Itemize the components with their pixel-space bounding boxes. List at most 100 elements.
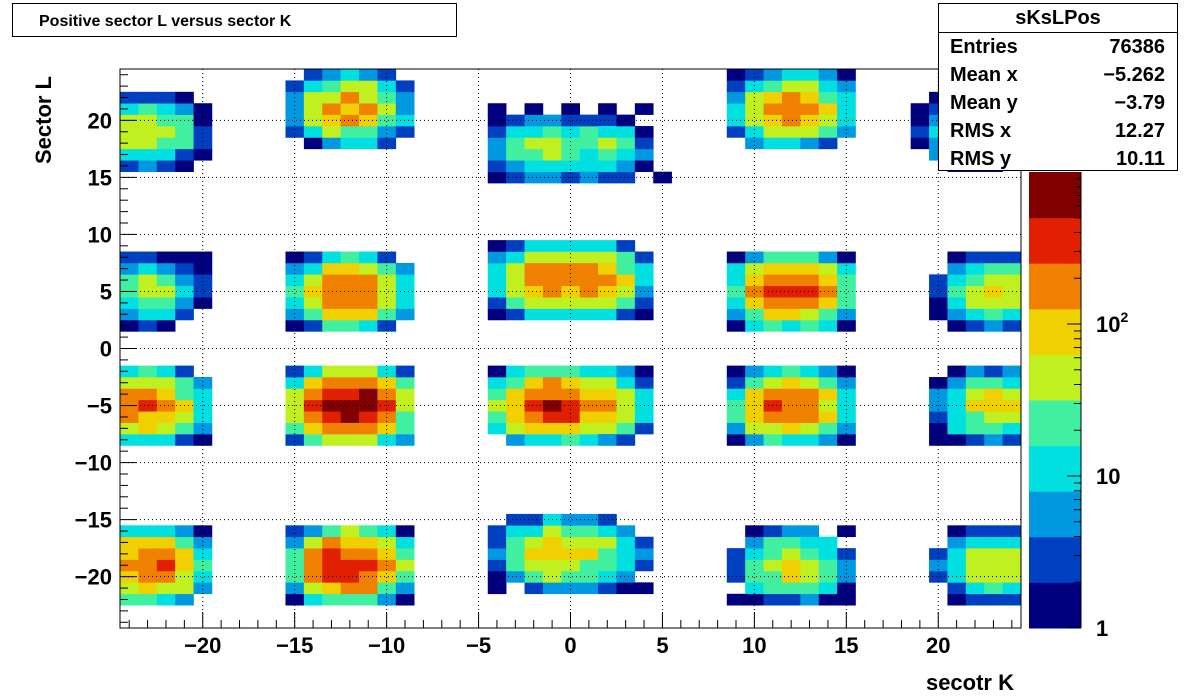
heatmap-cell (120, 274, 139, 287)
heatmap-cell (542, 240, 562, 252)
heatmap-cell (561, 582, 580, 595)
heatmap-cell (965, 388, 985, 401)
heatmap-cell (616, 114, 636, 127)
heatmap-cell (524, 240, 544, 252)
heatmap-cell (579, 308, 599, 321)
heatmap-cell (303, 399, 323, 412)
heatmap-cell (984, 319, 1003, 332)
heatmap-cell (800, 593, 820, 606)
y-axis-label: Sector L (31, 76, 56, 164)
heatmap-cell (579, 422, 599, 435)
heatmap-cell (377, 137, 397, 150)
heatmap-cell (506, 160, 525, 172)
palette-band (1029, 172, 1081, 219)
heatmap-cell (340, 559, 360, 572)
heatmap-cell (800, 262, 820, 275)
heatmap-cell (138, 388, 158, 401)
heatmap-cell (781, 593, 801, 606)
heatmap-cell (340, 593, 360, 606)
heatmap-cell (156, 434, 176, 446)
heatmap-cell (395, 274, 415, 287)
heatmap-cell (579, 114, 599, 127)
heatmap-cell (506, 114, 525, 127)
heatmap-cell (745, 308, 764, 321)
heatmap-cell (138, 251, 158, 264)
heatmap-cell (156, 377, 176, 389)
heatmap-cell (745, 582, 764, 595)
heatmap-cell (818, 365, 838, 378)
heatmap-cell (745, 262, 764, 275)
heatmap-cell (120, 377, 139, 389)
heatmap-cell (303, 114, 323, 127)
heatmap-cell (634, 536, 654, 549)
heatmap-cell (193, 285, 213, 298)
heatmap-cell (340, 103, 360, 115)
heatmap-cell (579, 513, 599, 526)
heatmap-cell (156, 422, 176, 435)
heatmap-cell (377, 422, 397, 435)
heatmap-cell (616, 377, 636, 389)
heatmap-cell (395, 377, 415, 389)
heatmap-cell (598, 285, 617, 298)
heatmap-cell (487, 297, 507, 309)
heatmap-cell (800, 570, 820, 583)
heatmap-cell (487, 536, 507, 549)
heatmap-cell (837, 582, 856, 595)
heatmap-cell (322, 137, 341, 150)
heatmap-cell (193, 434, 213, 446)
heatmap-cell (947, 582, 967, 595)
heatmap-cell (800, 377, 820, 389)
heatmap-cell (175, 593, 194, 606)
heatmap-cell (377, 388, 397, 401)
heatmap-cell (965, 285, 985, 298)
heatmap-cell (598, 525, 617, 538)
heatmap-cell (598, 422, 617, 435)
heatmap-cell (340, 536, 360, 549)
heatmap-cell (726, 559, 746, 572)
heatmap-cell (965, 536, 985, 549)
heatmap-cell (193, 377, 213, 389)
palette-band (1029, 445, 1081, 492)
heatmap-cell (340, 525, 360, 538)
heatmap-cell (965, 434, 985, 446)
heatmap-cell (542, 308, 562, 321)
heatmap-cell (800, 434, 820, 446)
heatmap-cell (303, 570, 323, 583)
heatmap-cell (745, 593, 764, 606)
heatmap-cell (561, 513, 580, 526)
heatmap-cell (395, 103, 415, 115)
heatmap-cell (138, 160, 158, 172)
heatmap-cell (1002, 559, 1022, 572)
heatmap-cell (598, 513, 617, 526)
heatmap-cell (800, 411, 820, 423)
stats-row: Entries 76386 (939, 33, 1177, 61)
heatmap-cell (524, 399, 544, 412)
heatmap-cell (359, 388, 378, 401)
heatmap-cell (524, 103, 544, 115)
heatmap-cell (984, 411, 1003, 423)
heatmap-cell (395, 80, 415, 93)
heatmap-cell (138, 114, 158, 127)
heatmap-cell (616, 126, 636, 138)
heatmap-cell (947, 434, 967, 446)
heatmap-cell (561, 422, 580, 435)
heatmap-cell (156, 308, 176, 321)
heatmap-cell (285, 285, 305, 298)
heatmap-cell (818, 434, 838, 446)
heatmap-cell (726, 319, 746, 332)
heatmap-cell (285, 262, 305, 275)
heatmap-cell (395, 582, 415, 595)
heatmap-cell (818, 103, 838, 115)
x-tick-label: 15 (834, 633, 858, 658)
heatmap-cell (542, 274, 562, 287)
heatmap-cell (616, 137, 636, 150)
heatmap-cell (340, 114, 360, 127)
heatmap-cell (395, 559, 415, 572)
heatmap-cell (487, 570, 507, 583)
heatmap-cell (285, 525, 305, 538)
heatmap-cell (965, 319, 985, 332)
stats-box: sKsLPos Entries 76386 Mean x −5.262 Mean y… (938, 3, 1178, 171)
heatmap-cell (542, 434, 562, 446)
heatmap-cell (837, 69, 856, 81)
stats-label: RMS y (950, 148, 1012, 170)
